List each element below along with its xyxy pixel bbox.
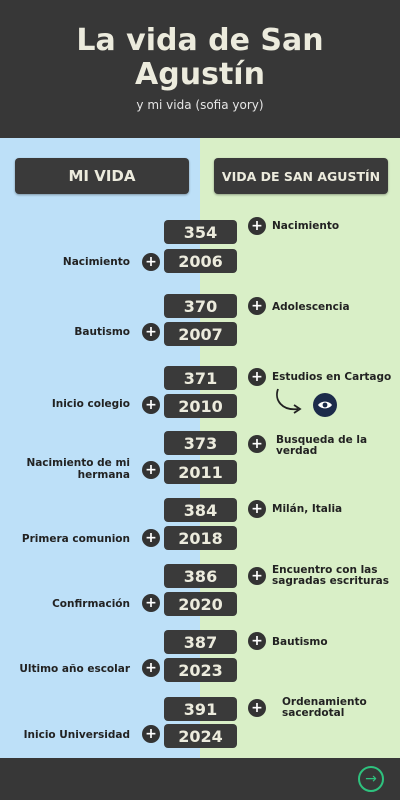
header: La vida de San Agustín y mi vida (sofia … [0,0,400,138]
augustine-year: 371 [164,366,237,390]
plus-icon[interactable]: + [142,659,160,677]
eye-icon[interactable] [313,393,337,417]
page-subtitle: y mi vida (sofia yory) [136,98,264,112]
plus-icon[interactable]: + [142,253,160,271]
plus-icon[interactable]: + [142,396,160,414]
augustine-event: Ordenamiento sacerdotal [282,696,367,719]
page-title: La vida de San Agustín [76,23,324,92]
my-event: Ultimo año escolar [19,663,130,675]
my-event: Inicio colegio [51,398,130,410]
augustine-event: Adolescencia [272,301,350,313]
my-year: 2007 [164,322,237,346]
plus-icon[interactable]: + [248,567,266,585]
plus-icon[interactable]: + [248,217,266,235]
augustine-year: 386 [164,564,237,588]
my-event: Nacimiento [62,256,130,268]
my-event: Nacimiento de mi hermana [26,457,130,481]
plus-icon[interactable]: + [248,368,266,386]
plus-icon[interactable]: + [248,500,266,518]
augustine-event: Milán, Italia [272,503,343,515]
my-year: 2020 [164,592,237,616]
my-event: Inicio Universidad [23,729,130,741]
curved-arrow-icon [276,388,302,414]
augustine-year: 387 [164,630,237,654]
my-life-header: MI VIDA [15,158,189,194]
footer: → [0,758,400,800]
plus-icon[interactable]: + [142,594,160,612]
augustine-event: Encuentro con las sagradas escrituras [272,564,390,587]
augustine-event: Estudios en Cartago [272,371,392,383]
augustine-year: 370 [164,294,237,318]
my-year: 2024 [164,724,237,748]
plus-icon[interactable]: + [142,725,160,743]
next-button[interactable]: → [358,766,384,792]
augustine-event: Busqueda de la verdad [276,434,368,457]
my-year: 2011 [164,460,237,484]
my-year: 2006 [164,249,237,273]
my-year: 2023 [164,658,237,682]
augustine-year: 384 [164,498,237,522]
augustine-event: Nacimiento [272,220,340,232]
plus-icon[interactable]: + [142,323,160,341]
my-event: Bautismo [74,326,130,338]
augustine-year: 373 [164,431,237,455]
my-year: 2010 [164,394,237,418]
augustine-year: 391 [164,697,237,721]
plus-icon[interactable]: + [142,461,160,479]
my-event: Confirmación [52,598,130,610]
augustine-year: 354 [164,220,237,244]
augustine-header: VIDA DE SAN AGUSTÍN [214,158,388,194]
plus-icon[interactable]: + [248,632,266,650]
arrow-right-icon: → [365,771,377,787]
plus-icon[interactable]: + [248,435,266,453]
plus-icon[interactable]: + [142,529,160,547]
plus-icon[interactable]: + [248,297,266,315]
my-year: 2018 [164,526,237,550]
my-event: Primera comunion [21,533,130,545]
plus-icon[interactable]: + [248,699,266,717]
augustine-event: Bautismo [272,636,328,648]
